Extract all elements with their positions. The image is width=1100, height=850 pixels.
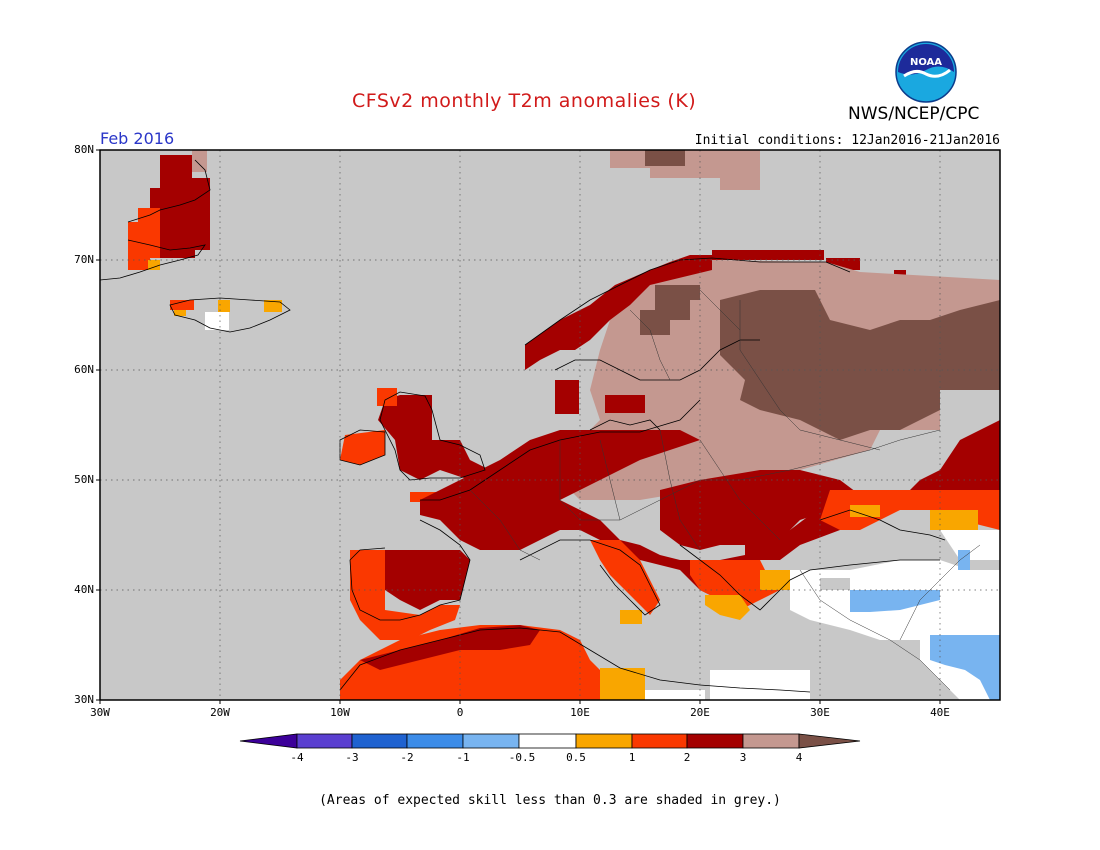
anomaly-region-iceland-1-2 [170,300,194,310]
colorbar-tick-minus-1: -1 [456,751,470,764]
lat-label-40n: 40N [74,583,94,596]
anomaly-region-iceland-0.5-1b [218,300,230,312]
anomaly-region-greece-0.5-1 [705,595,750,620]
anomaly-region-greece-1-2 [690,560,780,610]
anomaly-region-greenland-1-2 [128,208,160,270]
colorbar-segment-neutral [518,733,577,749]
lat-label-70n: 70N [74,253,94,266]
colorbar-segment-minus-4-to-minus-3 [296,733,353,749]
anomaly-region-libya-0.5-1 [600,668,645,700]
colorbar-tick-minus-3: -3 [345,751,359,764]
anomaly-region-western-europe-2-3 [420,420,1000,600]
lon-label-10e: 10E [570,706,590,719]
colorbar-segment-minus-1-to-minus-0.5 [462,733,520,749]
anomaly-region-iceland-0.5-1c [264,300,282,312]
lon-label-20w: 20W [210,706,230,719]
anomaly-region-kola-3-4 [826,258,860,270]
lon-label-10w: 10W [330,706,350,719]
noaa-logo: NOAA [895,41,957,103]
colorbar-tick-minus-4: -4 [290,751,304,764]
country-borders [469,289,981,691]
colorbar-tick-0.5: 0.5 [566,751,586,764]
colorbar-tick-minus-0.5: -0.5 [508,751,536,764]
lat-label-80n: 80N [74,143,94,156]
anomaly-region-iberia-1-2 [350,550,460,640]
coastlines [100,159,946,693]
colorbar-segment-below-minus-4 [239,733,298,749]
anomaly-region-greenland-0.5-1 [148,260,160,270]
anomaly-region-barents-3-4 [712,250,824,260]
colorbar [239,733,861,749]
anomaly-region-caucasus-minus-0.5 [958,550,970,570]
anomaly-region-ireland-1-2 [340,430,385,465]
map-frame [99,149,1001,701]
colorbar-tick-minus-2: -2 [400,751,414,764]
colorbar-segment-above-4 [798,733,861,749]
anomaly-region-iberia-2-3 [385,550,470,610]
anomaly-region-svalbard-3-4 [610,150,760,190]
anomaly-region-turkey-neutral [790,560,1000,700]
anomaly-region-norway-coast-2-3 [525,255,712,370]
agency-label: NWS/NCEP/CPC [848,104,980,124]
map-title: CFSv2 monthly T2m anomalies (K) [352,90,697,112]
lon-label-30e: 30E [810,706,830,719]
anomaly-region-scandinavia-russia-3-4 [560,260,1000,500]
anomaly-region-svalbard-above-4 [645,150,685,166]
initial-conditions: Initial conditions: 12Jan2016-21Jan2016 [694,133,1000,148]
skill-footnote: (Areas of expected skill less than 0.3 a… [319,793,781,808]
colorbar-segment-1-to-2 [631,733,688,749]
colorbar-tick-1: 1 [628,751,636,764]
lon-label-20e: 20E [690,706,710,719]
anomaly-region-iceland-neutral [205,312,229,330]
anomaly-region-egypt-neutral [710,670,810,700]
anomaly-region-caucasus-neutral [940,530,1000,560]
logo-text: NOAA [910,57,942,68]
anomaly-region-scandinavia-above-4 [640,285,700,335]
lon-label-30w: 30W [90,706,110,719]
anomaly-region-north-africa-2-3 [360,625,540,670]
anomaly-region-anatolia-minus-1 [850,590,940,612]
lat-label-60n: 60N [74,363,94,376]
anomaly-region-italy-1-2 [590,540,660,615]
colorbar-segment-minus-2-to-minus-1 [406,733,464,749]
colorbar-tick-4: 4 [795,751,803,764]
colorbar-segment-minus-3-to-minus-2 [351,733,408,749]
anomaly-region-greenland-3-4b [192,150,207,172]
anomaly-region-black-sea-1-2 [820,490,1000,530]
anomaly-region-middle-east-minus-1 [930,635,1000,700]
axis-ticks [96,149,941,704]
lon-label-0: 0 [456,706,464,719]
anomaly-region-north-africa-1-2 [340,625,645,700]
anomaly-region-balkans-2-3 [660,470,860,550]
low-skill-area [100,150,1000,700]
colorbar-segment-2-to-3 [686,733,744,749]
colorbar-tick-2: 2 [683,751,691,764]
anomaly-region-greenland-3-4 [150,155,210,258]
map-gridlines [100,150,1000,700]
lat-label-30n: 30N [74,693,94,706]
colorbar-segment-0.5-to-1 [575,733,633,749]
lat-label-50n: 50N [74,473,94,486]
colorbar-tick-3: 3 [739,751,747,764]
anomaly-region-britain-2-3 [378,395,490,480]
anomaly-region-western-russia-above-4 [720,290,1000,440]
lon-label-40e: 40E [930,706,950,719]
forecast-month: Feb 2016 [100,129,175,148]
anomaly-region-iceland-0.5-1 [174,310,186,316]
colorbar-segment-3-to-4 [742,733,800,749]
